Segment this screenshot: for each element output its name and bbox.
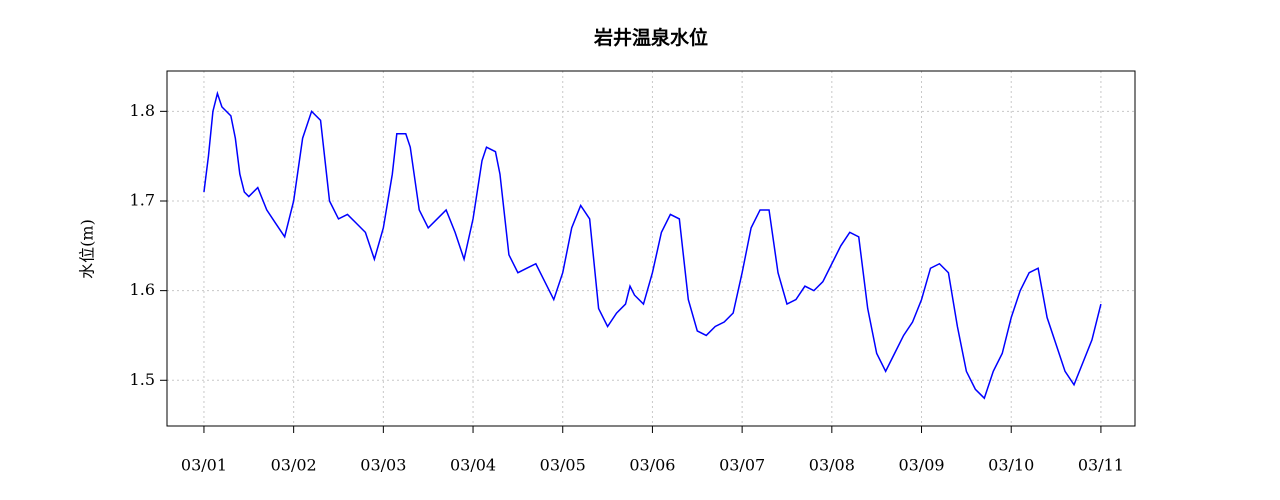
x-tick-label: 03/03 (360, 456, 406, 475)
x-tick-label: 03/06 (629, 456, 675, 475)
line-series (203, 90, 1102, 400)
y-tick-label: 1.6 (130, 280, 155, 299)
x-tick-label: 03/04 (450, 456, 496, 475)
y-axis-label: 水位(m) (78, 219, 97, 279)
x-tick-label: 03/05 (540, 456, 586, 475)
x-tick-label: 03/02 (271, 456, 317, 475)
x-tick-label: 03/10 (988, 456, 1034, 475)
x-tick-label: 03/08 (809, 456, 855, 475)
x-tick-label: 03/11 (1078, 456, 1124, 475)
x-tick-label: 03/01 (181, 456, 227, 475)
y-tick-label: 1.5 (130, 370, 155, 389)
x-tick-label: 03/07 (719, 456, 765, 475)
y-tick-label: 1.8 (130, 101, 155, 120)
x-tick-label: 03/09 (898, 456, 944, 475)
chart-title: 岩井温泉水位 (593, 26, 708, 49)
y-tick-label: 1.7 (130, 190, 155, 209)
plot-frame (166, 70, 1136, 427)
